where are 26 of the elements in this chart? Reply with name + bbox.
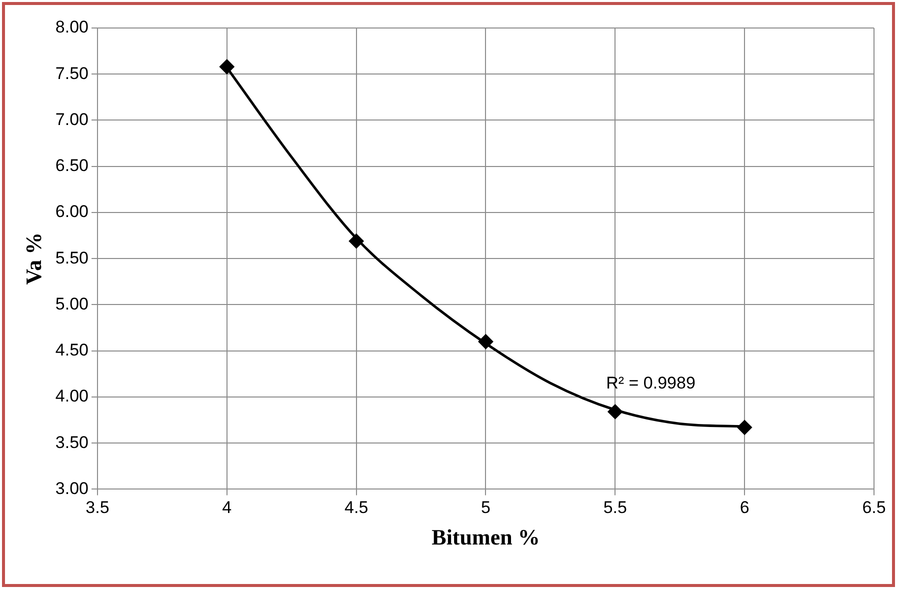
y-tick-label: 3.50 <box>55 432 88 452</box>
y-tick-label: 6.50 <box>55 156 88 176</box>
y-tick-label: 5.00 <box>55 294 88 314</box>
point <box>608 404 623 420</box>
point <box>737 420 752 435</box>
point <box>219 59 234 74</box>
y-tick-label: 6.00 <box>55 202 88 222</box>
y-tick-label: 4.50 <box>55 340 88 360</box>
x-tick-label: 4 <box>222 498 232 518</box>
annotation: R² = 0.9989 <box>606 374 696 393</box>
y-tick-label: 7.50 <box>55 64 88 83</box>
y-tick-label: 3.00 <box>55 478 88 498</box>
x-tick-label: 3.5 <box>86 498 110 518</box>
x-tick-label: 6 <box>740 498 750 518</box>
x-axis-title: Bitumen % <box>432 524 540 550</box>
x-tick-label: 6.5 <box>862 498 886 518</box>
point <box>478 334 494 350</box>
y-tick-label: 5.50 <box>55 248 88 268</box>
y-tick-label: 8.00 <box>55 18 88 37</box>
y-tick-label: 4.00 <box>55 386 88 406</box>
x-tick-label: 5 <box>481 498 490 518</box>
x-tick-label: 5.5 <box>603 498 627 518</box>
y-axis-title: Va % <box>20 232 46 285</box>
point <box>348 234 364 249</box>
x-tick-label: 4.5 <box>344 498 368 518</box>
y-tick-label: 7.00 <box>55 110 88 129</box>
